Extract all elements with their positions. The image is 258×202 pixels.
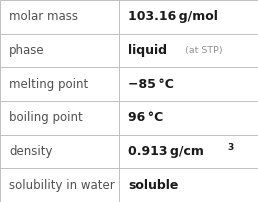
Text: phase: phase xyxy=(9,44,45,57)
Text: boiling point: boiling point xyxy=(9,111,83,124)
Text: 96 °C: 96 °C xyxy=(128,111,164,124)
Text: liquid: liquid xyxy=(128,44,167,57)
Text: 0.913 g/cm: 0.913 g/cm xyxy=(128,145,204,158)
Text: solubility in water: solubility in water xyxy=(9,179,115,192)
Text: melting point: melting point xyxy=(9,78,88,91)
Text: soluble: soluble xyxy=(128,179,179,192)
Text: 103.16 g/mol: 103.16 g/mol xyxy=(128,10,218,23)
Text: 3: 3 xyxy=(227,143,234,152)
Text: (at STP): (at STP) xyxy=(185,46,223,55)
Text: density: density xyxy=(9,145,53,158)
Text: molar mass: molar mass xyxy=(9,10,78,23)
Text: −85 °C: −85 °C xyxy=(128,78,174,91)
